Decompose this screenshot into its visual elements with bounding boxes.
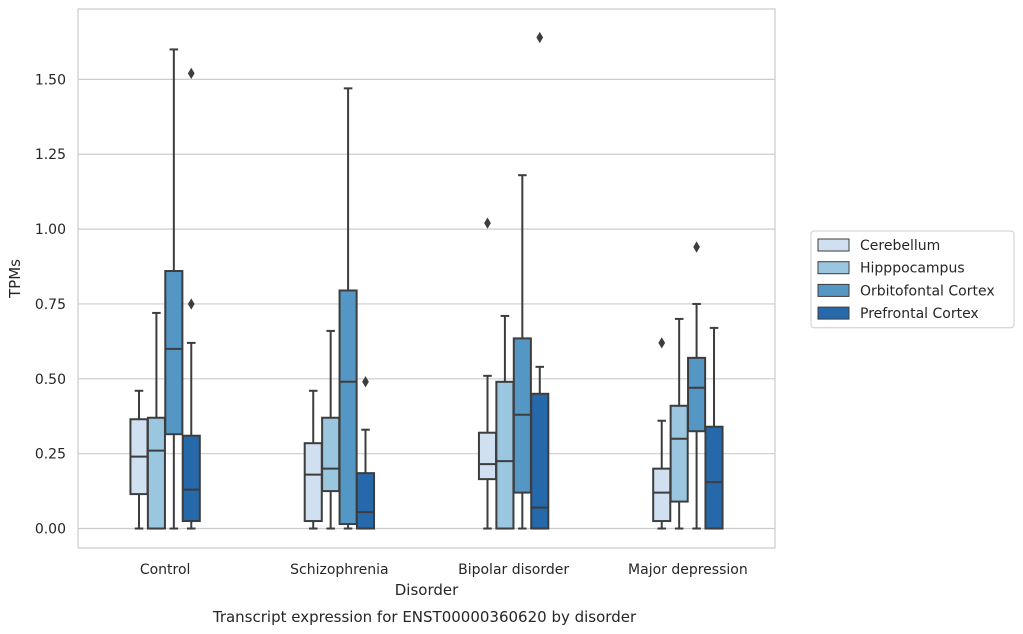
legend: Cerebellum Hipppocampus Orbitofontal Corte… — [810, 230, 1015, 329]
box-iqr — [495, 380, 515, 530]
y-tick-label: 0.50 — [35, 372, 66, 388]
outlier-point — [362, 376, 369, 388]
plot-area-frame — [77, 8, 776, 549]
x-tick-label: Schizophrenia — [290, 562, 388, 578]
box-prefrontal-cortex-0 — [181, 67, 201, 530]
legend-label: Cerebellum — [860, 238, 940, 254]
box-iqr — [530, 392, 550, 530]
outlier-point — [536, 31, 544, 44]
y-tick-label: 1.00 — [35, 222, 66, 238]
box-orbitofontal-cortex-0 — [164, 48, 184, 530]
chart-title: Transcript expression for ENST0000036062… — [212, 608, 637, 626]
box-orbitofontal-cortex-1 — [338, 87, 358, 530]
box-hipppocampus-3 — [669, 317, 689, 530]
x-tick-label: Control — [140, 562, 191, 578]
box-iqr — [181, 434, 201, 523]
box-hipppocampus-2 — [495, 314, 515, 530]
x-tick-label: Major depression — [628, 562, 748, 578]
box-iqr — [652, 467, 672, 523]
legend-label: Prefrontal Cortex — [860, 306, 979, 322]
box-cerebellum-1 — [303, 389, 323, 530]
y-tick-label: 0.75 — [35, 297, 66, 313]
box-prefrontal-cortex-3 — [704, 326, 724, 530]
box-iqr — [146, 416, 166, 530]
y-axis-label: TPMs — [6, 259, 24, 299]
box-prefrontal-cortex-1 — [355, 376, 376, 530]
box-orbitofontal-cortex-3 — [687, 241, 707, 530]
x-axis-label: Disorder — [395, 581, 459, 599]
box-hipppocampus-0 — [146, 311, 166, 530]
legend-label: Hipppocampus — [860, 261, 965, 277]
box-iqr — [687, 356, 707, 433]
box-iqr — [321, 416, 341, 493]
x-axis-ticks: Control Schizophrenia Bipolar disorder Majo… — [140, 562, 748, 578]
outlier-point — [187, 298, 195, 310]
box-iqr — [355, 472, 376, 530]
box-iqr — [338, 289, 358, 526]
box-cerebellum-3 — [652, 337, 672, 530]
legend-label: Orbitofontal Cortex — [860, 283, 995, 299]
outlier-point — [484, 217, 491, 229]
x-tick-label: Bipolar disorder — [458, 562, 569, 578]
box-cerebellum-0 — [129, 389, 149, 530]
legend-swatch — [817, 283, 850, 297]
outlier-point — [693, 241, 700, 253]
box-iqr — [164, 270, 184, 436]
y-axis-ticks: 0.00 0.25 0.50 0.75 1.00 1.25 1.50 — [35, 72, 66, 537]
box-orbitofontal-cortex-2 — [512, 174, 532, 530]
legend-swatch — [817, 306, 850, 320]
box-cerebellum-2 — [477, 217, 498, 530]
box-iqr — [477, 431, 498, 481]
y-tick-label: 0.00 — [35, 522, 66, 538]
box-iqr — [669, 404, 689, 503]
y-tick-label: 1.25 — [35, 147, 66, 163]
outlier-point — [658, 337, 666, 349]
y-tick-label: 0.25 — [35, 447, 66, 463]
legend-frame — [810, 230, 1015, 329]
box-marks — [129, 31, 724, 530]
y-tick-label: 1.50 — [35, 72, 66, 88]
box-iqr — [704, 425, 724, 530]
legend-swatch — [817, 238, 850, 252]
legend-swatch — [817, 261, 850, 275]
box-prefrontal-cortex-2 — [530, 31, 550, 530]
outlier-point — [187, 67, 195, 80]
box-iqr — [303, 442, 323, 523]
box-hipppocampus-1 — [321, 329, 341, 530]
